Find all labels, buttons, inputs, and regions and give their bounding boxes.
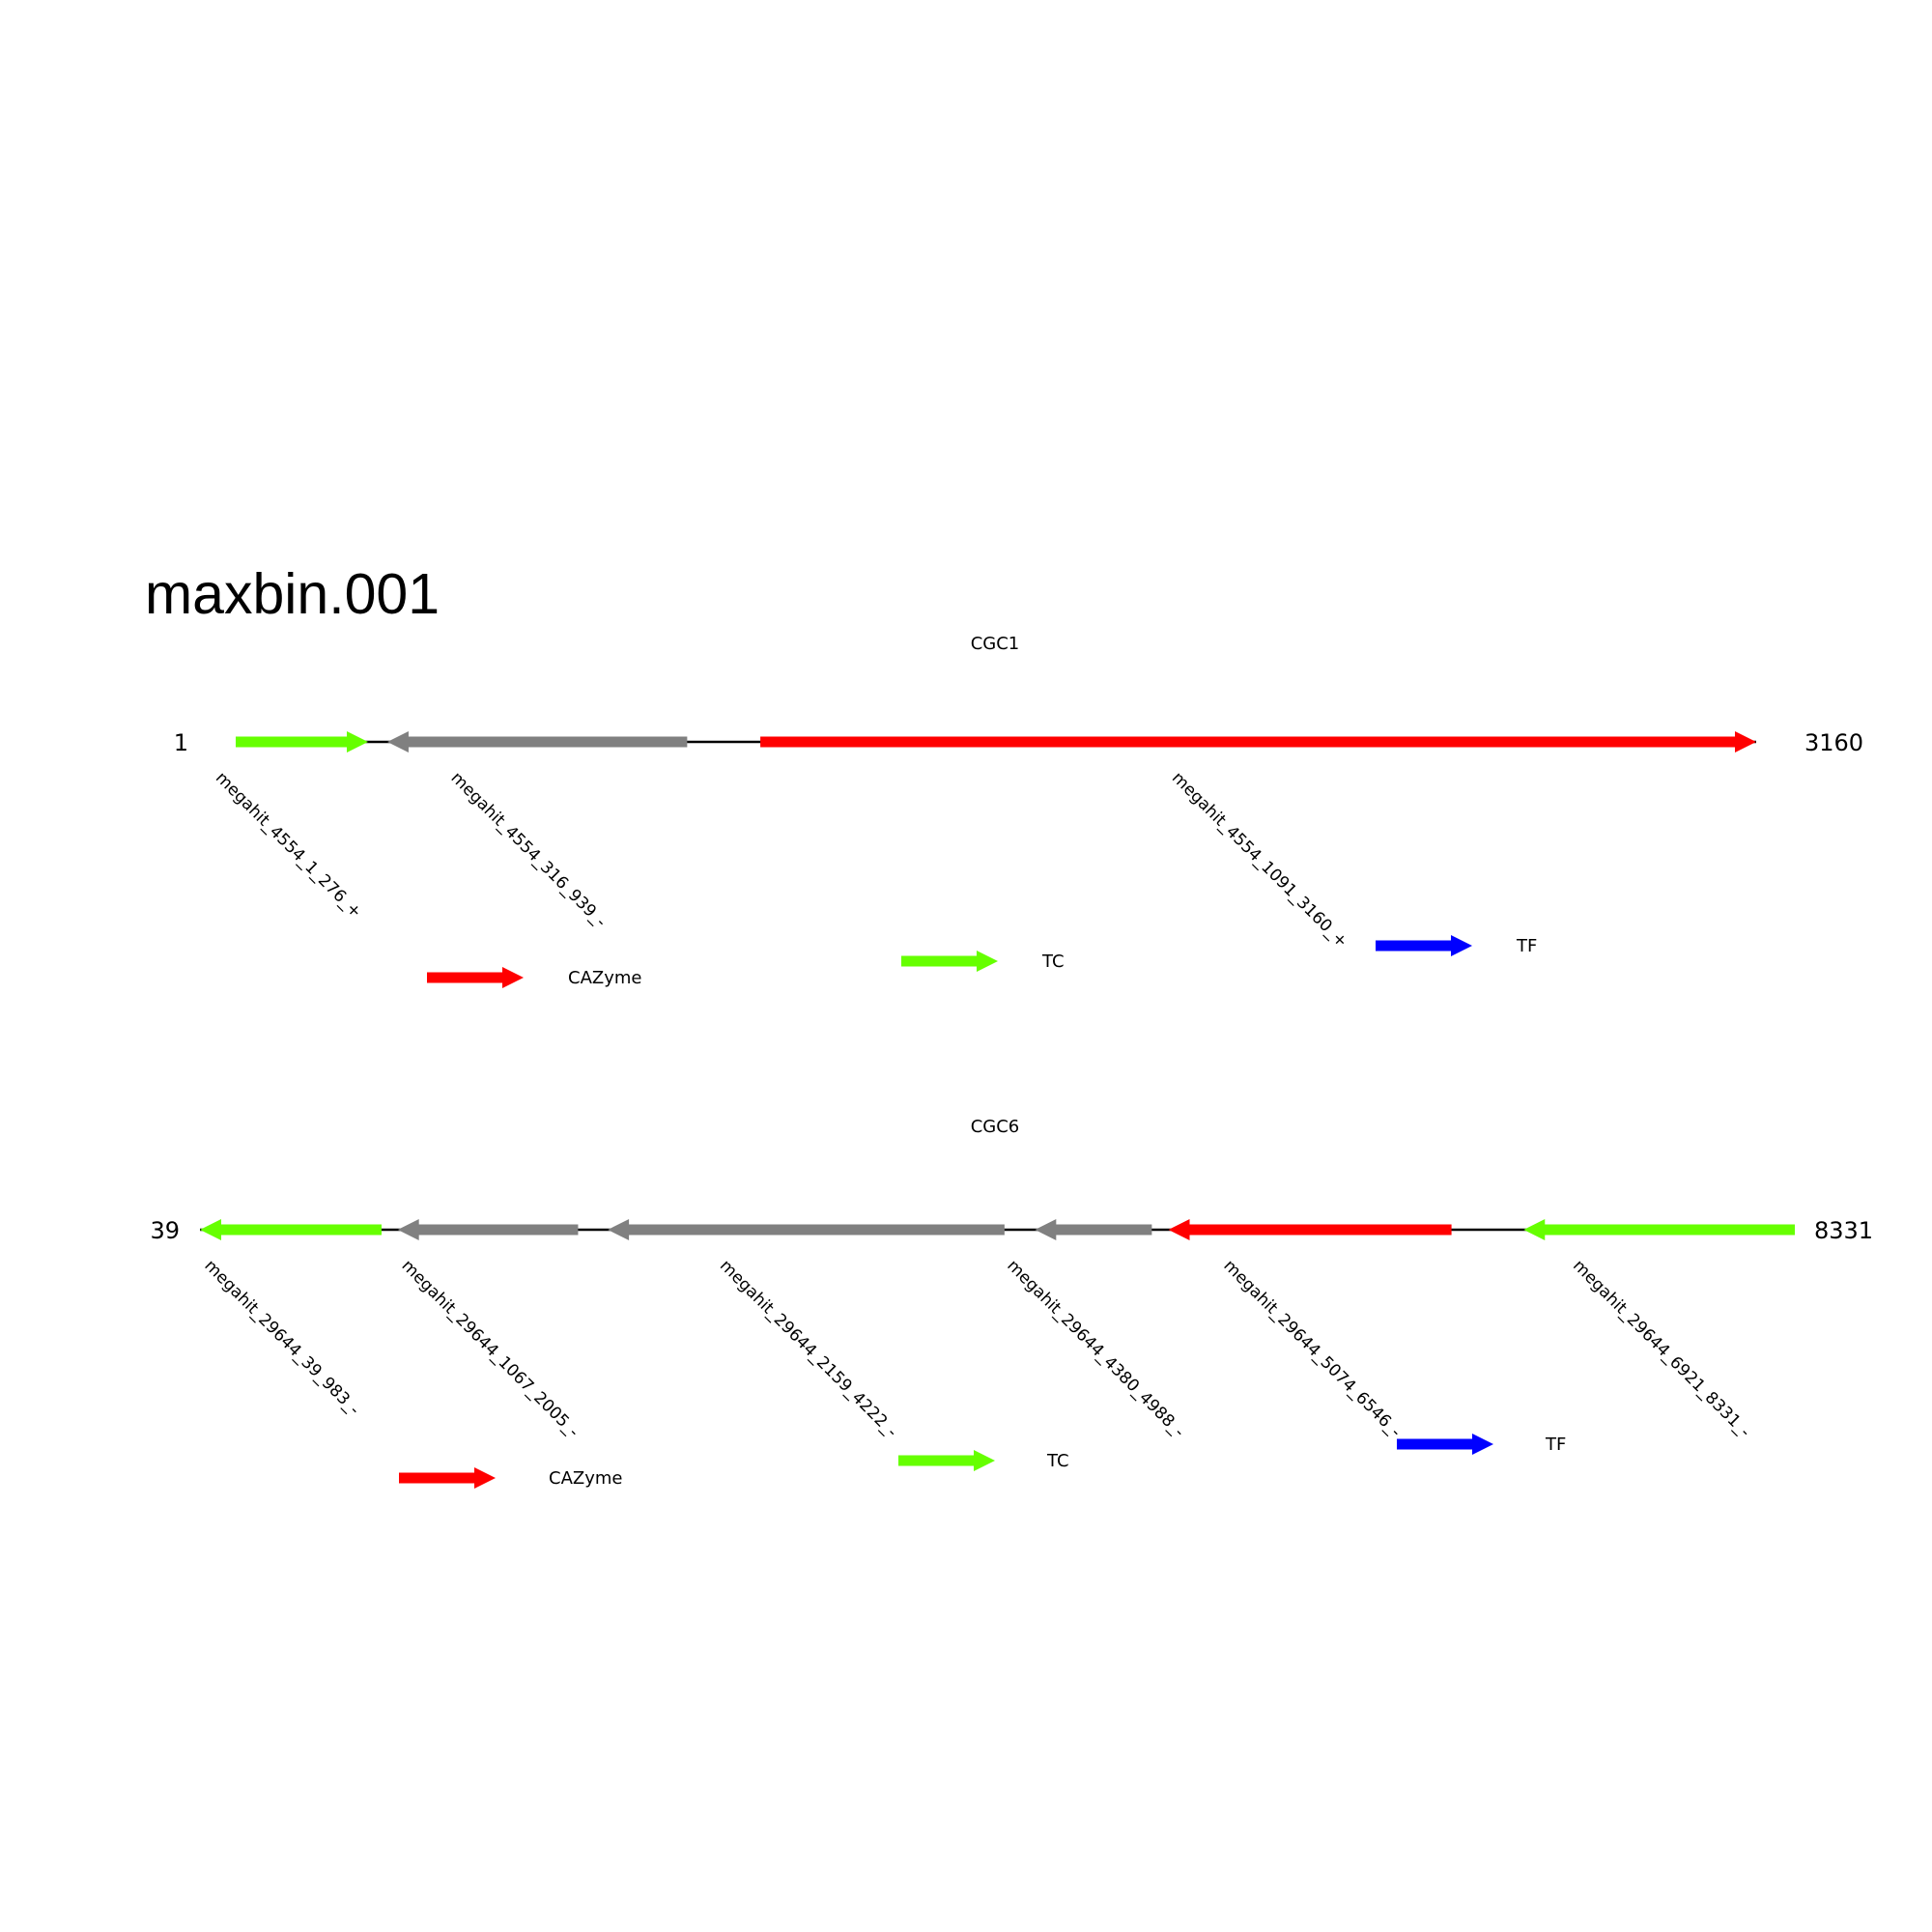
legend-arrow-tc — [898, 1450, 995, 1471]
gene-label: megahit_29644_2159_4222_- — [716, 1256, 901, 1441]
gene-arrow — [1523, 1219, 1795, 1240]
legend-arrow-tf — [1397, 1434, 1493, 1455]
gene-arrow — [200, 1219, 382, 1240]
cluster-start-label: 1 — [174, 729, 188, 756]
legend-arrow-cazyme — [399, 1467, 496, 1489]
gene-label: megahit_29644_39_983_- — [200, 1256, 363, 1419]
gene-arrow — [1035, 1219, 1152, 1240]
cluster-start-label: 39 — [150, 1217, 180, 1244]
legend-label: TC — [1046, 1451, 1069, 1471]
cluster-end-label: 8331 — [1814, 1217, 1873, 1244]
legend-label: CAZyme — [568, 968, 641, 988]
legend-label: TF — [1516, 936, 1537, 956]
cluster-end-label: 3160 — [1804, 729, 1863, 756]
cluster-title: CGC1 — [971, 634, 1020, 654]
gene-label: megahit_29644_6921_8331_- — [1569, 1256, 1754, 1441]
legend-arrow-tc — [901, 951, 998, 972]
gene-label: megahit_4554_1091_3160_+ — [1168, 768, 1351, 952]
gene-arrow — [1168, 1219, 1452, 1240]
gene-arrow — [760, 731, 1756, 753]
legend-label: TF — [1545, 1435, 1566, 1455]
gene-arrow — [386, 731, 688, 753]
gene-arrow — [236, 731, 369, 753]
cluster-title: CGC6 — [971, 1117, 1020, 1137]
legend-arrow-cazyme — [427, 967, 524, 988]
legend-label: TC — [1041, 952, 1065, 972]
legend: CAZyme TC TF — [399, 1434, 1566, 1489]
cluster-cgc1: CGC1 1 3160 megahit_4554_1_276_+ megahit_455… — [174, 634, 1863, 988]
gene-arrow — [397, 1219, 579, 1240]
page-title: maxbin.001 — [145, 562, 440, 626]
gene-label: megahit_4554_1_276_+ — [212, 768, 365, 922]
clusters-layer: CGC1 1 3160 megahit_4554_1_276_+ megahit_455… — [150, 634, 1873, 1489]
gene-label: megahit_29644_4380_4988_- — [1003, 1256, 1188, 1441]
legend-arrow-tf — [1376, 935, 1472, 956]
gene-label: megahit_4554_316_939_- — [447, 768, 611, 931]
legend-label: CAZyme — [549, 1468, 622, 1489]
gene-label: megahit_29644_5074_6546_- — [1220, 1256, 1406, 1441]
legend: CAZyme TC TF — [427, 935, 1537, 988]
gene-label: megahit_29644_1067_2005_- — [398, 1256, 583, 1441]
gene-arrow — [608, 1219, 1005, 1240]
